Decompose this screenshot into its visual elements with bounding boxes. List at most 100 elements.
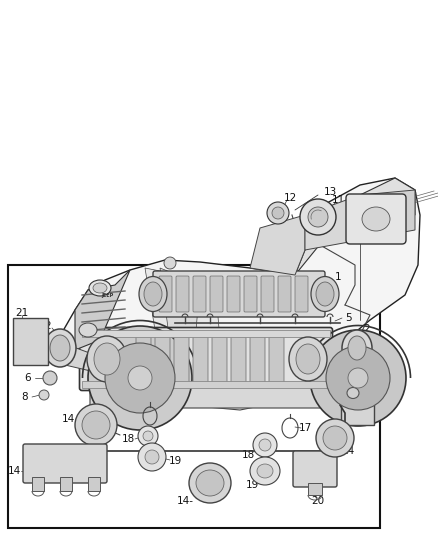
Text: JEEP: JEEP: [101, 293, 113, 297]
Circle shape: [300, 199, 336, 235]
Bar: [8, 265, 380, 528]
Ellipse shape: [93, 283, 107, 293]
FancyBboxPatch shape: [346, 194, 406, 244]
Ellipse shape: [259, 439, 271, 451]
FancyBboxPatch shape: [278, 276, 291, 312]
Text: 20: 20: [311, 496, 325, 506]
Ellipse shape: [138, 426, 158, 446]
Polygon shape: [250, 215, 305, 275]
Ellipse shape: [354, 372, 366, 384]
FancyBboxPatch shape: [227, 276, 240, 312]
Ellipse shape: [43, 371, 57, 385]
FancyBboxPatch shape: [212, 334, 227, 384]
Text: 6: 6: [25, 373, 31, 383]
Ellipse shape: [75, 404, 117, 446]
FancyBboxPatch shape: [136, 334, 151, 384]
Ellipse shape: [362, 207, 390, 231]
Ellipse shape: [323, 426, 347, 450]
Ellipse shape: [143, 431, 153, 441]
Text: 14: 14: [61, 414, 74, 424]
FancyBboxPatch shape: [269, 334, 284, 384]
FancyBboxPatch shape: [174, 334, 189, 384]
Text: 17: 17: [298, 423, 311, 433]
Polygon shape: [65, 345, 150, 372]
Ellipse shape: [250, 457, 280, 485]
FancyBboxPatch shape: [193, 334, 208, 384]
Circle shape: [88, 326, 192, 430]
FancyBboxPatch shape: [293, 451, 337, 487]
Ellipse shape: [144, 282, 162, 306]
Bar: [82, 381, 330, 388]
Polygon shape: [52, 178, 420, 368]
Bar: [32, 477, 44, 491]
Text: 19: 19: [168, 456, 182, 466]
Polygon shape: [145, 268, 220, 345]
Circle shape: [164, 257, 176, 269]
Ellipse shape: [316, 282, 334, 306]
Text: 2: 2: [364, 324, 370, 334]
Ellipse shape: [94, 343, 120, 375]
Text: 2: 2: [45, 321, 51, 331]
Ellipse shape: [342, 330, 372, 366]
FancyBboxPatch shape: [176, 276, 189, 312]
Text: 13: 13: [323, 187, 337, 197]
Text: 8: 8: [22, 392, 28, 402]
FancyBboxPatch shape: [90, 384, 322, 408]
Ellipse shape: [347, 387, 359, 399]
Ellipse shape: [44, 329, 76, 367]
FancyBboxPatch shape: [295, 276, 308, 312]
Ellipse shape: [138, 443, 166, 471]
Ellipse shape: [139, 277, 167, 311]
Text: 14: 14: [341, 446, 355, 456]
Ellipse shape: [257, 464, 273, 478]
Text: 19: 19: [245, 480, 258, 490]
Polygon shape: [305, 195, 360, 250]
Ellipse shape: [316, 419, 354, 457]
Ellipse shape: [89, 280, 111, 296]
Bar: [308, 483, 322, 495]
Text: 1: 1: [335, 272, 341, 282]
Ellipse shape: [296, 344, 320, 374]
Text: 14-: 14-: [177, 496, 194, 506]
FancyBboxPatch shape: [231, 334, 246, 384]
Circle shape: [128, 366, 152, 390]
FancyBboxPatch shape: [250, 334, 265, 384]
Polygon shape: [75, 270, 130, 350]
FancyBboxPatch shape: [340, 374, 374, 424]
FancyBboxPatch shape: [155, 334, 170, 384]
FancyBboxPatch shape: [159, 276, 172, 312]
FancyBboxPatch shape: [80, 327, 332, 391]
Ellipse shape: [87, 336, 127, 382]
Text: 11: 11: [332, 195, 345, 205]
Ellipse shape: [79, 323, 97, 337]
Text: 21: 21: [364, 395, 377, 405]
Ellipse shape: [289, 337, 327, 381]
Bar: [88, 477, 100, 491]
FancyBboxPatch shape: [153, 271, 325, 317]
Ellipse shape: [82, 411, 110, 439]
Text: 6: 6: [367, 389, 373, 399]
Ellipse shape: [311, 277, 339, 311]
Bar: [82, 330, 330, 337]
FancyBboxPatch shape: [244, 276, 257, 312]
Circle shape: [272, 207, 284, 219]
Text: 5: 5: [345, 313, 351, 323]
Circle shape: [326, 346, 390, 410]
Text: 17: 17: [124, 410, 137, 420]
Ellipse shape: [50, 335, 70, 361]
Ellipse shape: [189, 463, 231, 503]
FancyBboxPatch shape: [193, 276, 206, 312]
Text: 10: 10: [399, 203, 412, 213]
Text: 8: 8: [369, 374, 375, 384]
FancyBboxPatch shape: [13, 318, 47, 365]
Circle shape: [267, 202, 289, 224]
Text: 12: 12: [283, 193, 297, 203]
Circle shape: [105, 343, 175, 413]
Ellipse shape: [196, 470, 224, 496]
Ellipse shape: [39, 390, 49, 400]
Bar: [60, 477, 72, 491]
Polygon shape: [130, 368, 340, 380]
Ellipse shape: [348, 336, 366, 360]
Text: 21: 21: [15, 308, 28, 318]
Text: 14: 14: [7, 466, 21, 476]
